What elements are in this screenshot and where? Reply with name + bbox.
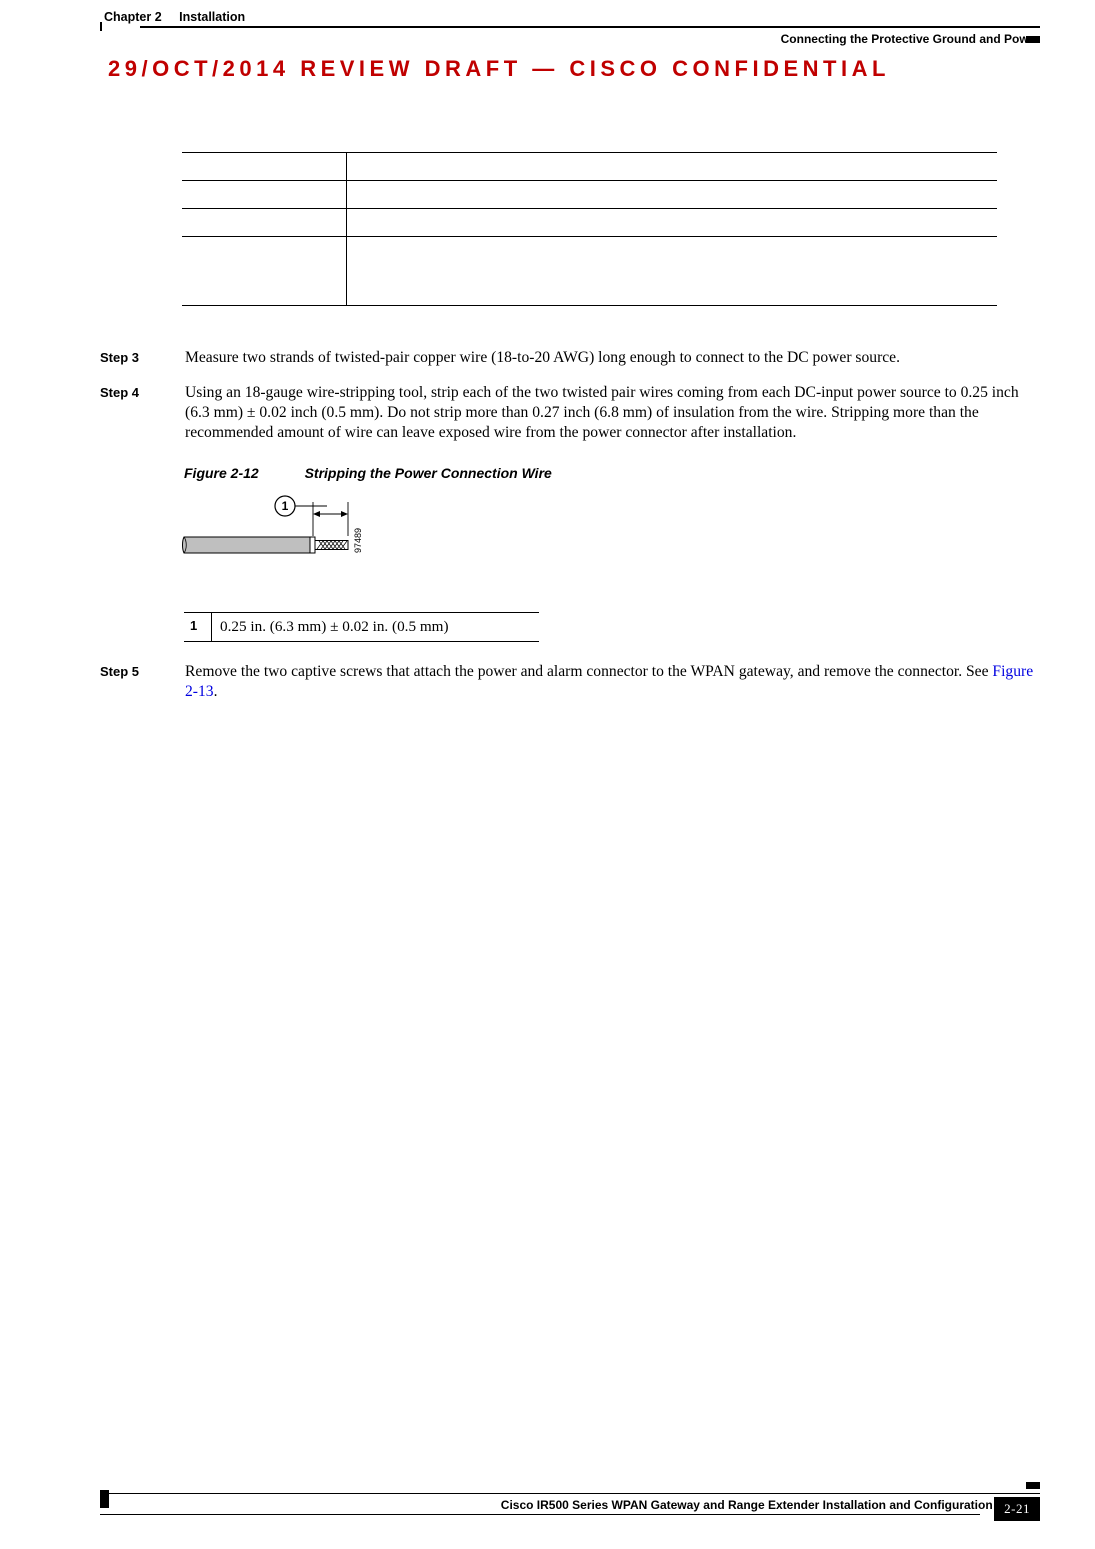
table-row xyxy=(182,236,997,305)
chapter-title: Installation xyxy=(179,10,245,24)
figure-caption: Figure 2-12 Stripping the Power Connecti… xyxy=(184,465,1040,481)
footer-line: Cisco IR500 Series WPAN Gateway and Rang… xyxy=(100,1498,1040,1512)
dim-arrow-right xyxy=(341,511,348,517)
wire-ferrule xyxy=(310,537,315,553)
placeholder-table xyxy=(182,152,997,306)
footer-rule-top xyxy=(100,1493,1040,1494)
step-text-before: Remove the two captive screws that attac… xyxy=(185,663,992,680)
table-cell xyxy=(182,181,347,208)
step-label: Step 3 xyxy=(100,348,185,368)
draft-banner: 29/OCT/2014 REVIEW DRAFT — CISCO CONFIDE… xyxy=(108,56,1040,82)
section-title: Connecting the Protective Ground and Pow… xyxy=(100,32,1040,46)
page-number: 2-21 xyxy=(994,1497,1040,1521)
corner-mark-top-right xyxy=(1026,36,1040,43)
wire-insulation xyxy=(183,537,313,553)
step-4: Step 4 Using an 18-gauge wire-stripping … xyxy=(100,383,1040,443)
figure-wire-diagram: 1 974 xyxy=(182,495,387,573)
table-row xyxy=(182,208,997,236)
table-cell xyxy=(182,153,347,180)
page-container: Chapter 2 Installation Connecting the Pr… xyxy=(0,0,1095,758)
table-cell xyxy=(182,209,347,236)
running-header: Chapter 2 Installation xyxy=(100,10,1040,24)
step-label: Step 5 xyxy=(100,662,185,702)
figure-number: Figure 2-12 xyxy=(184,465,259,481)
step-text-after: . xyxy=(214,683,218,700)
header-rule xyxy=(140,26,1040,28)
table-row xyxy=(182,180,997,208)
footer-doc-title: Cisco IR500 Series WPAN Gateway and Rang… xyxy=(100,1498,1040,1512)
step-body: Using an 18-gauge wire-stripping tool, s… xyxy=(185,383,1040,443)
dim-value: 0.25 in. (6.3 mm) ± 0.02 in. (0.5 mm) xyxy=(212,613,457,641)
header-left: Chapter 2 Installation xyxy=(104,10,245,24)
dim-index: 1 xyxy=(184,613,212,641)
dimension-table: 1 0.25 in. (6.3 mm) ± 0.02 in. (0.5 mm) xyxy=(184,612,539,642)
step-body: Measure two strands of twisted-pair copp… xyxy=(185,348,900,368)
header-rule-tick xyxy=(100,22,102,31)
step-label: Step 4 xyxy=(100,383,185,443)
figure-part-number: 97489 xyxy=(353,528,363,553)
corner-mark-bottom-right xyxy=(1026,1482,1040,1489)
step-3: Step 3 Measure two strands of twisted-pa… xyxy=(100,348,1040,368)
page-footer: Cisco IR500 Series WPAN Gateway and Rang… xyxy=(100,1493,1040,1515)
table-row xyxy=(182,153,997,180)
table-cell xyxy=(182,237,347,305)
step-5: Step 5 Remove the two captive screws tha… xyxy=(100,662,1040,702)
footer-rule-bottom xyxy=(100,1514,980,1515)
dim-arrow-left xyxy=(313,511,320,517)
step-body: Remove the two captive screws that attac… xyxy=(185,662,1040,702)
chapter-number: Chapter 2 xyxy=(104,10,162,24)
corner-mark-bottom-left xyxy=(100,1490,109,1508)
callout-number: 1 xyxy=(282,500,289,514)
figure-title: Stripping the Power Connection Wire xyxy=(305,465,552,481)
header-rule-wrap xyxy=(100,26,1040,28)
